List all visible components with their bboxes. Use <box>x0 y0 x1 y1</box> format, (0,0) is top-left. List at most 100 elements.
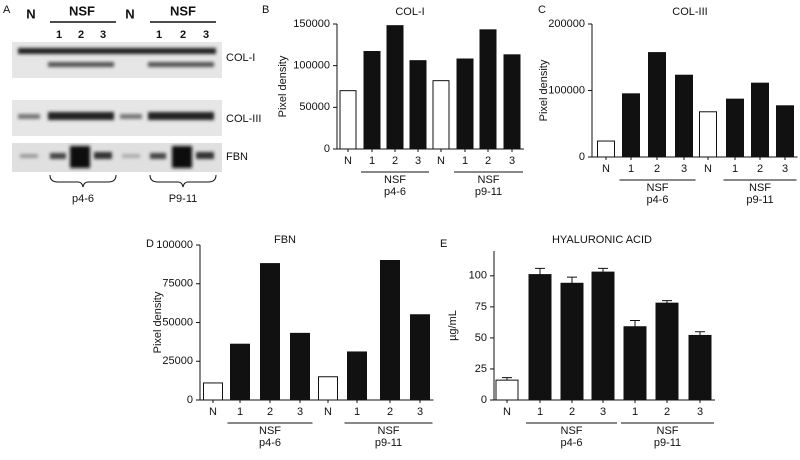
bar <box>409 60 427 150</box>
group-label: NSF <box>378 425 400 437</box>
bar <box>699 111 717 158</box>
x-tick-label: 2 <box>485 155 491 167</box>
x-tick-label: 1 <box>369 155 375 167</box>
lane-header: NSF <box>69 3 95 18</box>
x-tick-label: 3 <box>509 155 515 167</box>
y-axis-label: Pixel density <box>152 291 164 353</box>
y-tick-label: 100000 <box>293 60 330 72</box>
x-tick-label: 2 <box>267 406 273 418</box>
lane-number: 3 <box>100 29 106 41</box>
bar <box>597 140 615 158</box>
bar <box>290 332 310 401</box>
y-tick-label: 0 <box>324 143 330 155</box>
x-tick-label: 3 <box>297 406 303 418</box>
group-label: P9-11 <box>169 193 198 205</box>
y-tick-label: 0 <box>481 394 487 406</box>
error-bar <box>502 377 512 381</box>
x-tick-label: N <box>344 155 352 167</box>
y-tick-label: 200000 <box>548 18 585 30</box>
bar <box>386 25 404 150</box>
lane-header: NSF <box>170 3 196 18</box>
panel-letter: D <box>146 238 154 250</box>
x-tick-label: 2 <box>654 163 660 175</box>
error-bar <box>695 331 705 336</box>
x-tick-label: 2 <box>757 163 763 175</box>
lane-number: 3 <box>203 29 209 41</box>
bar <box>623 326 647 401</box>
x-tick-label: 1 <box>462 155 468 167</box>
bar <box>347 351 367 401</box>
y-tick-label: 75 <box>475 301 487 313</box>
bar <box>648 52 666 158</box>
bar <box>688 334 712 401</box>
group-sublabel: p4-6 <box>384 186 406 198</box>
y-axis-label: µg/mL <box>447 310 459 341</box>
bar <box>776 105 794 158</box>
x-tick-label: 2 <box>664 406 670 418</box>
chart-title: FBN <box>274 234 296 246</box>
band-label: FBN <box>226 151 248 163</box>
bar <box>560 282 584 401</box>
panel-letter: A <box>3 4 11 16</box>
y-tick-label: 25000 <box>162 355 193 367</box>
error-bar <box>535 267 545 275</box>
x-tick-label: 2 <box>392 155 398 167</box>
band-label: COL-III <box>226 113 261 125</box>
bar <box>456 58 474 150</box>
chart-title: COL-III <box>672 6 707 18</box>
bar <box>363 51 381 150</box>
lane-number: 1 <box>156 29 162 41</box>
y-tick-label: 75000 <box>162 278 193 290</box>
y-tick-label: 0 <box>187 394 193 406</box>
y-tick-label: 50000 <box>299 101 330 113</box>
x-tick-label: 1 <box>632 406 638 418</box>
group-brace <box>149 174 217 188</box>
error-bar <box>598 267 608 273</box>
x-tick-label: 3 <box>415 155 421 167</box>
y-tick-label: 100 <box>469 270 487 282</box>
x-tick-label: N <box>324 406 332 418</box>
bar <box>339 90 357 150</box>
x-tick-label: N <box>209 406 217 418</box>
x-tick-label: N <box>704 163 712 175</box>
y-tick-label: 50 <box>475 332 487 344</box>
group-label: NSF <box>657 425 679 437</box>
blot-panel: A N NSF N NSF 1 2 3 1 2 3 <box>3 3 261 204</box>
x-tick-label: 1 <box>628 163 634 175</box>
error-bar <box>662 300 672 304</box>
group-label: NSF <box>749 182 771 194</box>
blot-bands <box>18 48 216 168</box>
y-tick-label: 25 <box>475 363 487 375</box>
y-tick-label: 100000 <box>548 84 585 96</box>
x-tick-label: 1 <box>732 163 738 175</box>
x-tick-label: N <box>602 163 610 175</box>
bar <box>318 376 338 401</box>
bar <box>751 82 769 158</box>
y-tick-label: 100000 <box>156 239 193 251</box>
lane-header: N <box>125 6 134 21</box>
bar <box>203 382 223 401</box>
x-tick-label: 3 <box>417 406 423 418</box>
y-axis-label: Pixel density <box>538 59 550 121</box>
x-tick-label: 2 <box>387 406 393 418</box>
x-tick-label: N <box>503 406 511 418</box>
panel-letter: B <box>262 4 269 16</box>
panel-letter: C <box>538 4 546 16</box>
bar <box>479 29 497 150</box>
group-label: NSF <box>259 425 281 437</box>
group-sublabel: p9-11 <box>475 186 502 198</box>
chart-title: COL-I <box>395 6 424 18</box>
x-tick-label: 1 <box>537 406 543 418</box>
group-sublabel: p9-11 <box>375 437 402 449</box>
lane-header: N <box>26 6 35 21</box>
bar <box>410 314 430 401</box>
x-tick-label: 1 <box>354 406 360 418</box>
group-label: NSF <box>478 174 500 186</box>
bar <box>591 271 615 401</box>
panel-letter: E <box>440 238 447 250</box>
bar <box>655 302 679 401</box>
group-sublabel: p4-6 <box>259 437 281 449</box>
lane-number: 2 <box>180 29 186 41</box>
y-tick-label: 50000 <box>162 316 193 328</box>
y-tick-label: 0 <box>579 151 585 163</box>
